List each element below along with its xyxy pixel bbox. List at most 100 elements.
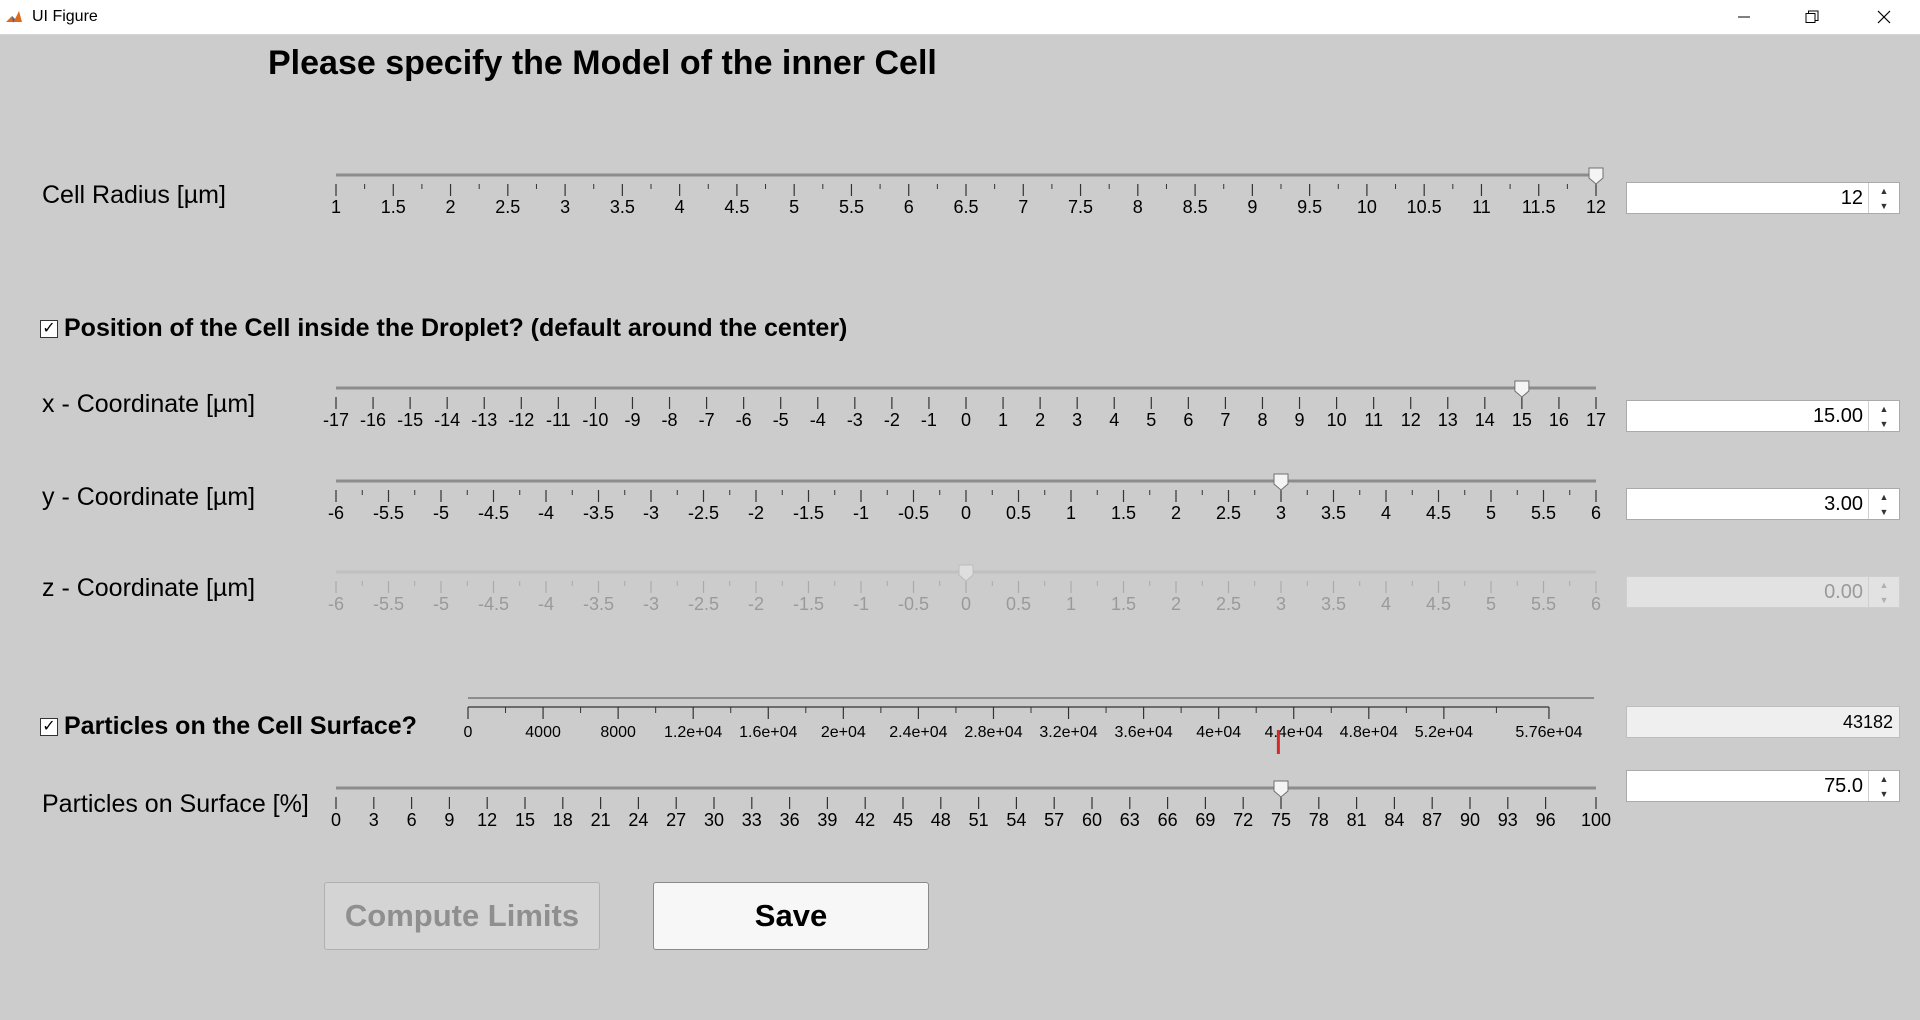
gauge-tick-label: 0 bbox=[464, 724, 473, 741]
slider-thumb bbox=[958, 564, 974, 582]
slider-tick-label: -3.5 bbox=[583, 594, 614, 614]
surface-percent-spinner[interactable]: 75.0 ▲ ▼ bbox=[1626, 770, 1900, 802]
slider-tick-label: 2 bbox=[446, 197, 456, 217]
slider-tick-label: 9.5 bbox=[1297, 197, 1322, 217]
compute-limits-button: Compute Limits bbox=[324, 882, 600, 950]
slider-tick-label: 15 bbox=[515, 810, 535, 830]
y-coordinate-spinner[interactable]: 3.00 ▲ ▼ bbox=[1626, 488, 1900, 520]
restore-button[interactable] bbox=[1778, 0, 1846, 34]
x-coordinate-spinner[interactable]: 15.00 ▲ ▼ bbox=[1626, 400, 1900, 432]
slider-tick-label: -9 bbox=[624, 410, 640, 430]
particles-count-gauge: 0 4000 8000 1.2e+04 1.6e+04 2e+04 2.4e+04 2.8e+… bbox=[464, 692, 1594, 754]
y-coordinate-value: 3.00 bbox=[1824, 493, 1863, 515]
slider-tick-label: 5 bbox=[1146, 410, 1156, 430]
gauge-tick-label: 4e+04 bbox=[1196, 724, 1241, 741]
slider-tick-label: 0.5 bbox=[1006, 594, 1031, 614]
slider-tick-label: -5 bbox=[433, 503, 449, 523]
slider-tick-label: 3.5 bbox=[1321, 594, 1346, 614]
slider-tick-label: 8 bbox=[1257, 410, 1267, 430]
particles-checkbox[interactable]: ✓ bbox=[40, 717, 58, 736]
slider-tick-label: 0.5 bbox=[1006, 503, 1031, 523]
spinner-arrows: ▲ ▼ bbox=[1868, 577, 1899, 607]
slider-tick-label: 12 bbox=[477, 810, 497, 830]
gauge-tick-label: 2e+04 bbox=[821, 724, 866, 741]
spinner-down-arrow-icon: ▼ bbox=[1879, 594, 1889, 605]
slider-tick-label: -3 bbox=[643, 503, 659, 523]
spinner-up-arrow-icon: ▲ bbox=[1879, 579, 1889, 590]
surface-percent-slider[interactable]: 0 3 6 9 12 15 18 21 24 27 30 33 36 39 42 45 48 51 54 57 60 63… bbox=[331, 775, 1611, 830]
slider-tick-label: -14 bbox=[434, 410, 460, 430]
slider-tick-label: -13 bbox=[471, 410, 497, 430]
slider-tick-label: -3.5 bbox=[583, 503, 614, 523]
gauge-tick-label: 1.6e+04 bbox=[739, 724, 797, 741]
position-checkbox[interactable]: ✓ bbox=[40, 319, 58, 338]
spinner-down-arrow-icon[interactable]: ▼ bbox=[1879, 788, 1889, 799]
slider-tick-label: 2 bbox=[1171, 503, 1181, 523]
slider-tick-label: 48 bbox=[931, 810, 951, 830]
spinner-up-arrow-icon[interactable]: ▲ bbox=[1879, 185, 1889, 196]
spinner-down-arrow-icon[interactable]: ▼ bbox=[1879, 418, 1889, 429]
slider-tick-label: 30 bbox=[704, 810, 724, 830]
particles-checkbox-row[interactable]: ✓ Particles on the Cell Surface? bbox=[40, 712, 417, 741]
gauge-tick-label: 2.8e+04 bbox=[964, 724, 1022, 741]
gauge-tick-label: 4.4e+04 bbox=[1265, 724, 1323, 741]
position-checkbox-row[interactable]: ✓ Position of the Cell inside the Drople… bbox=[40, 314, 847, 343]
spinner-arrows: ▲ ▼ bbox=[1868, 771, 1899, 801]
spinner-up-arrow-icon[interactable]: ▲ bbox=[1879, 491, 1889, 502]
slider-tick-label: -1.5 bbox=[793, 503, 824, 523]
slider-thumb bbox=[1273, 780, 1289, 798]
slider-tick-label: -7 bbox=[699, 410, 715, 430]
slider-tick-label: 3 bbox=[1072, 410, 1082, 430]
close-button[interactable] bbox=[1850, 0, 1918, 34]
slider-tick-label: 10 bbox=[1357, 197, 1377, 217]
slider-tick-label: 60 bbox=[1082, 810, 1102, 830]
particles-count-value: 43182 bbox=[1842, 712, 1893, 732]
cell-radius-slider[interactable]: 1 1.5 2 2.5 3 3.5 4 4.5 5 5.5 6 6.5 7 7.5 8 8.5 9 9.5 10 10… bbox=[331, 162, 1606, 217]
slider-tick-label: 12 bbox=[1401, 410, 1421, 430]
slider-thumb bbox=[1273, 473, 1289, 491]
save-button[interactable]: Save bbox=[653, 882, 929, 950]
slider-tick-label: 90 bbox=[1460, 810, 1480, 830]
gauge-tick-label: 5.2e+04 bbox=[1415, 724, 1473, 741]
restore-icon bbox=[1805, 10, 1819, 23]
slider-tick-label: -6 bbox=[736, 410, 752, 430]
slider-tick-label: 5.5 bbox=[1531, 503, 1556, 523]
slider-tick-label: -10 bbox=[582, 410, 608, 430]
gauge-tick-label: 8000 bbox=[600, 724, 636, 741]
slider-tick-label: 6 bbox=[904, 197, 914, 217]
slider-tick-label: 11.5 bbox=[1522, 197, 1556, 217]
y-coordinate-slider[interactable]: -6 -5.5 -5 -4.5 -4 -3.5 -3 -2.5 -2 -1.5 -1 -0.5 0 0.5… bbox=[328, 468, 1601, 523]
slider-tick-label: 9 bbox=[1295, 410, 1305, 430]
slider-tick-label: -2 bbox=[884, 410, 900, 430]
slider-tick-label: 1.5 bbox=[1111, 503, 1136, 523]
spinner-up-arrow-icon[interactable]: ▲ bbox=[1879, 403, 1889, 414]
slider-tick-label: 10.5 bbox=[1407, 197, 1442, 217]
spinner-up-arrow-icon[interactable]: ▲ bbox=[1879, 773, 1889, 784]
slider-tick-label: -1 bbox=[921, 410, 937, 430]
slider-tick-label: 39 bbox=[817, 810, 837, 830]
slider-tick-label: -16 bbox=[360, 410, 386, 430]
particles-count-field: 43182 bbox=[1626, 706, 1900, 738]
spinner-arrows: ▲ ▼ bbox=[1868, 489, 1899, 519]
checkmark-icon: ✓ bbox=[42, 717, 56, 735]
slider-tick-label: -1 bbox=[853, 594, 869, 614]
slider-tick-label: 84 bbox=[1384, 810, 1404, 830]
slider-tick-label: -17 bbox=[323, 410, 349, 430]
slider-tick-label: -2.5 bbox=[688, 594, 719, 614]
slider-tick-label: 7 bbox=[1018, 197, 1028, 217]
spinner-down-arrow-icon[interactable]: ▼ bbox=[1879, 200, 1889, 211]
slider-tick-label: 15 bbox=[1512, 410, 1532, 430]
slider-tick-label: 5 bbox=[789, 197, 799, 217]
spinner-down-arrow-icon[interactable]: ▼ bbox=[1879, 506, 1889, 517]
minimize-button[interactable] bbox=[1710, 0, 1778, 34]
slider-tick-label: 2.5 bbox=[1216, 594, 1241, 614]
slider-tick-label: 14 bbox=[1475, 410, 1495, 430]
z-coordinate-label: z - Coordinate [µm] bbox=[42, 574, 256, 602]
slider-tick-label: 1.5 bbox=[1111, 594, 1136, 614]
slider-tick-label: 7.5 bbox=[1068, 197, 1093, 217]
spinner-arrows: ▲ ▼ bbox=[1868, 401, 1899, 431]
y-coordinate-label: y - Coordinate [µm] bbox=[42, 483, 256, 511]
x-coordinate-slider[interactable]: -17 -16 -15 -14 -13 -12 -11 -10 -9 -8 -7 -6 -5 -4 -3 -2… bbox=[323, 375, 1606, 430]
slider-tick-label: 69 bbox=[1195, 810, 1215, 830]
cell-radius-spinner[interactable]: 12 ▲ ▼ bbox=[1626, 182, 1900, 214]
